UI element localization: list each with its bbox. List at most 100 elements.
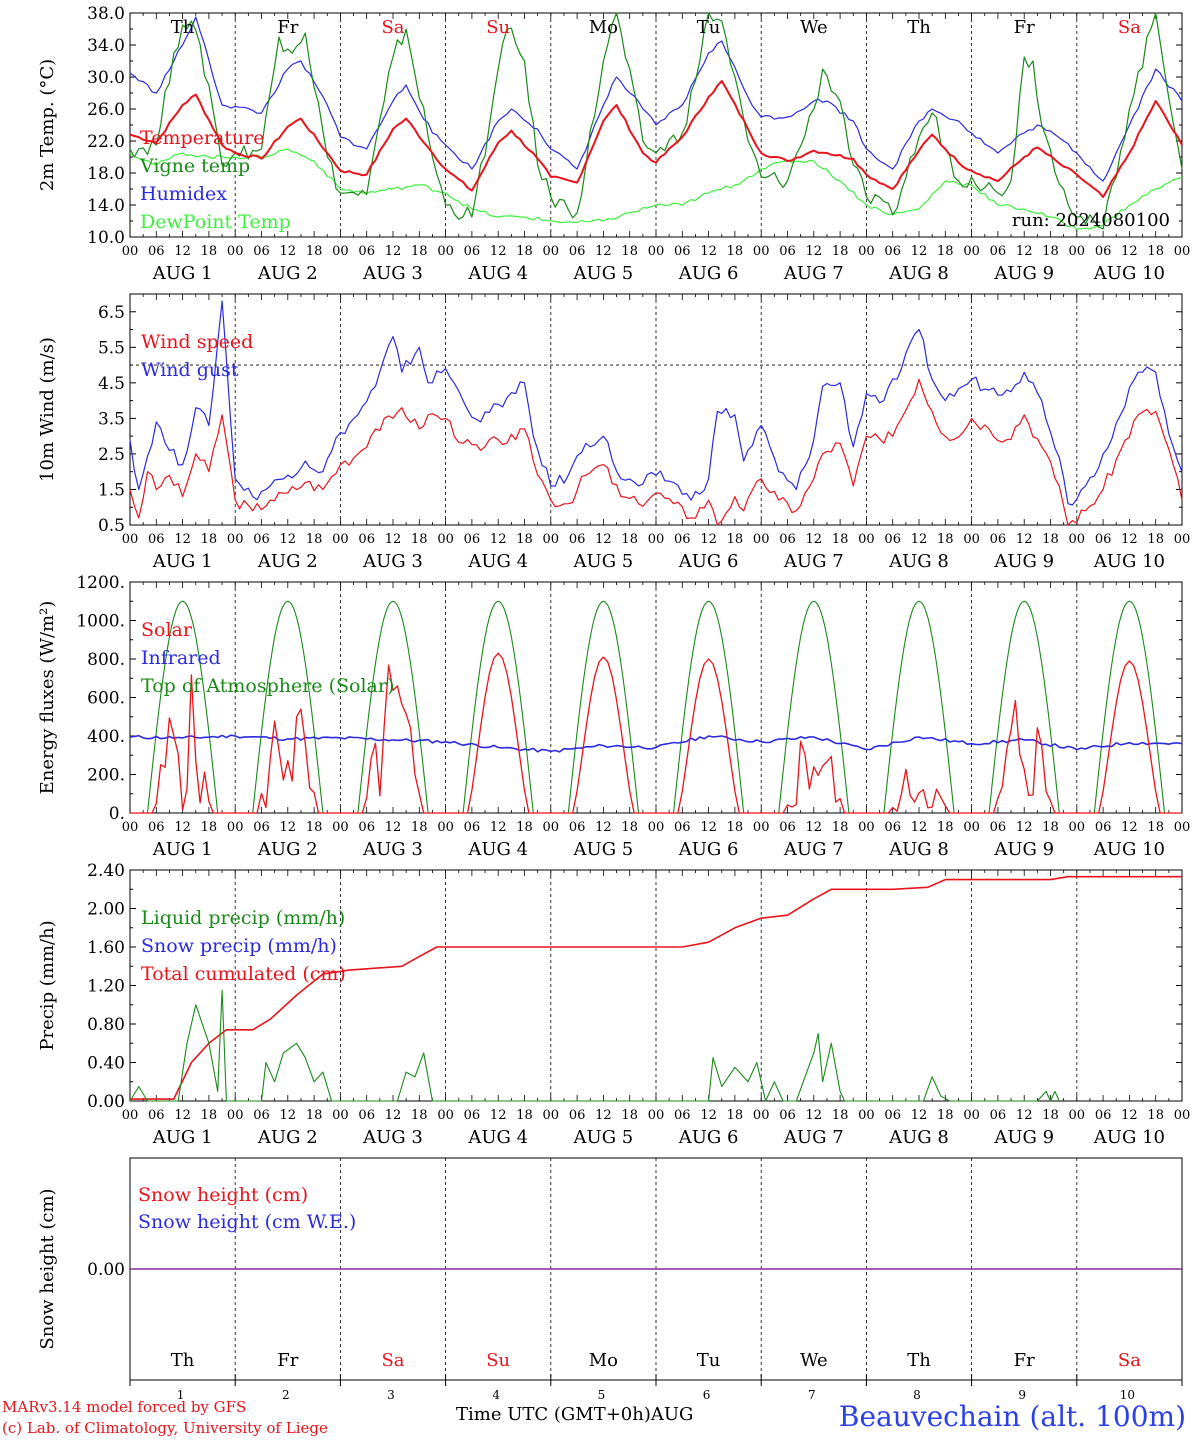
snow-panel: 0.00 Snow height (cm) Snow height (cm) Snow… xyxy=(37,1157,1183,1402)
hour-tick-label: 00 xyxy=(1069,820,1086,835)
day-label: AUG 1 xyxy=(152,551,213,572)
day-label: AUG 7 xyxy=(783,839,844,860)
hour-tick-label: 18 xyxy=(1147,532,1164,547)
day-label: AUG 10 xyxy=(1093,1127,1165,1148)
hour-tick-label: 12 xyxy=(806,244,823,259)
hour-tick-label: 12 xyxy=(595,244,612,259)
hour-tick-label: 18 xyxy=(621,532,638,547)
run-label: run: 2024080100 xyxy=(1012,210,1170,231)
hour-tick-label: 00 xyxy=(1174,244,1191,259)
y-tick-label: 18.0 xyxy=(87,164,125,184)
x-axis-title: Time UTC (GMT+0h)AUG xyxy=(456,1404,694,1425)
day-label: AUG 10 xyxy=(1093,263,1165,284)
day-label: AUG 1 xyxy=(152,839,213,860)
hour-tick-label: 18 xyxy=(411,532,428,547)
hour-tick-label: 18 xyxy=(201,1108,218,1123)
hour-tick-label: 12 xyxy=(1016,532,1033,547)
hour-tick-label: 12 xyxy=(490,532,507,547)
hour-tick-label: 18 xyxy=(201,820,218,835)
hour-tick-label: 12 xyxy=(911,820,928,835)
hour-tick-label: 18 xyxy=(306,244,323,259)
weekday-label: Sa xyxy=(1118,1350,1141,1371)
y-tick-label: 10.0 xyxy=(87,228,125,248)
day-label: AUG 3 xyxy=(362,263,423,284)
weekday-label: Sa xyxy=(381,17,404,38)
hour-tick-label: 12 xyxy=(700,244,717,259)
hour-tick-label: 00 xyxy=(1174,820,1191,835)
temp-panel: 10.0 14.0 18.0 22.0 26.0 30.0 34.0 38.0 2m Temp.… xyxy=(37,4,1190,284)
hour-tick-label: 18 xyxy=(727,820,744,835)
weekday-label: We xyxy=(800,17,828,38)
y-tick-label: 0.40 xyxy=(87,1054,125,1074)
energy-panel: 0. 200. 400. 600. 800. 1000. 1200. Energy fluxe… xyxy=(37,573,1190,860)
legend-entry: Total cumulated (cm) xyxy=(141,963,346,985)
hour-tick-label: 06 xyxy=(569,1108,586,1123)
y-tick-label: 26.0 xyxy=(87,100,125,120)
day-label: AUG 8 xyxy=(888,839,949,860)
hour-tick-label: 18 xyxy=(727,1108,744,1123)
hour-tick-label: 18 xyxy=(621,1108,638,1123)
hour-tick-label: 00 xyxy=(963,532,980,547)
hour-tick-label: 00 xyxy=(648,1108,665,1123)
y-tick-label: 0.80 xyxy=(87,1015,125,1035)
hour-tick-label: 06 xyxy=(884,244,901,259)
station-name: Beauvechain (alt. 100m) xyxy=(838,1400,1186,1433)
hour-tick-label: 18 xyxy=(201,532,218,547)
day-label: AUG 9 xyxy=(993,551,1054,572)
hour-tick-label: 06 xyxy=(884,532,901,547)
hour-tick-label: 00 xyxy=(963,244,980,259)
weekday-label: Fr xyxy=(277,1350,298,1371)
legend-entry: Solar xyxy=(141,619,193,641)
hour-tick-label: 12 xyxy=(911,1108,928,1123)
hour-tick-label: 00 xyxy=(753,1108,770,1123)
hour-tick-label: 12 xyxy=(700,1108,717,1123)
hour-tick-label: 00 xyxy=(332,820,349,835)
day-label: AUG 6 xyxy=(678,839,739,860)
weekday-label: Th xyxy=(171,17,195,38)
day-label: AUG 1 xyxy=(152,1127,213,1148)
legend-entry: Snow precip (mm/h) xyxy=(141,935,337,957)
y-tick-label: 1.5 xyxy=(98,480,125,500)
y-tick-label: 3.5 xyxy=(98,409,125,429)
day-number-label: 5 xyxy=(598,1388,606,1402)
hour-tick-label: 00 xyxy=(543,820,560,835)
day-label: AUG 4 xyxy=(467,551,528,572)
hour-tick-label: 12 xyxy=(700,532,717,547)
hour-tick-label: 00 xyxy=(963,820,980,835)
legend-entry: Top of Atmosphere (Solar) xyxy=(141,675,394,697)
hour-tick-label: 00 xyxy=(858,532,875,547)
weekday-label: Mo xyxy=(589,17,618,38)
hour-tick-label: 06 xyxy=(148,532,165,547)
hour-tick-label: 12 xyxy=(1121,1108,1138,1123)
hour-tick-label: 18 xyxy=(1042,820,1059,835)
hour-tick-label: 18 xyxy=(306,1108,323,1123)
hour-tick-label: 00 xyxy=(858,1108,875,1123)
y-tick-label: 1.60 xyxy=(87,938,125,958)
hour-tick-label: 18 xyxy=(306,820,323,835)
weekday-label: Mo xyxy=(589,1350,618,1371)
hour-tick-label: 00 xyxy=(858,244,875,259)
hour-tick-label: 00 xyxy=(332,244,349,259)
hour-tick-label: 18 xyxy=(621,820,638,835)
hour-tick-label: 06 xyxy=(1095,1108,1112,1123)
day-label: AUG 4 xyxy=(467,263,528,284)
hour-tick-label: 12 xyxy=(385,1108,402,1123)
day-label: AUG 4 xyxy=(467,839,528,860)
hour-tick-label: 12 xyxy=(280,244,297,259)
hour-tick-label: 06 xyxy=(674,532,691,547)
hour-tick-label: 12 xyxy=(700,820,717,835)
hour-tick-label: 12 xyxy=(174,820,191,835)
hour-tick-label: 18 xyxy=(937,244,954,259)
weekday-label: Sa xyxy=(381,1350,404,1371)
hour-tick-label: 06 xyxy=(779,820,796,835)
weekday-label: Fr xyxy=(1014,17,1035,38)
hour-tick-label: 06 xyxy=(358,1108,375,1123)
hour-tick-label: 18 xyxy=(306,532,323,547)
hour-tick-label: 12 xyxy=(280,532,297,547)
hour-tick-label: 18 xyxy=(201,244,218,259)
y-tick-label: 30.0 xyxy=(87,68,125,88)
hour-tick-label: 00 xyxy=(1069,244,1086,259)
y-axis-label: Precip (mm/h) xyxy=(37,920,58,1050)
y-tick-label: 0.00 xyxy=(87,1092,125,1112)
legend-entry: Temperature xyxy=(140,127,264,149)
